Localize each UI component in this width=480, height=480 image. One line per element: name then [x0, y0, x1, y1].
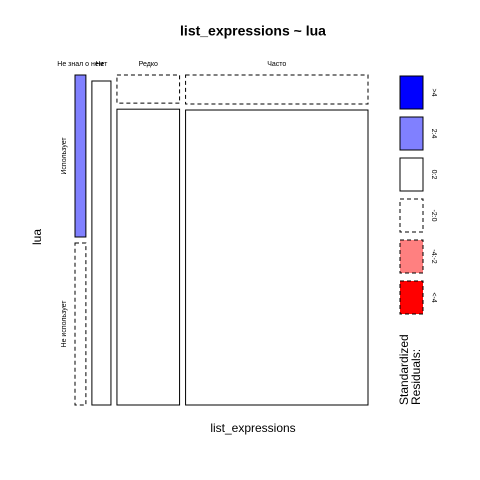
legend-label: 2:4	[430, 129, 437, 139]
mosaic-tile	[185, 109, 369, 406]
row-label: Не использует	[61, 300, 68, 348]
column-label: Часто	[267, 61, 286, 68]
legend-swatch	[399, 75, 424, 110]
legend-label: -4:-2	[430, 249, 437, 264]
legend-swatch	[399, 198, 424, 233]
column-label: Не знал о нем	[57, 61, 103, 68]
chart-title: list_expressions ~ lua	[180, 23, 326, 39]
legend-label: >4	[430, 89, 437, 97]
mosaic-tile	[74, 74, 87, 238]
column-label: Нет	[95, 61, 108, 68]
legend-label: -2:0	[430, 209, 437, 221]
legend-swatch	[399, 239, 424, 274]
mosaic-tile	[116, 74, 181, 104]
mosaic-tile	[74, 242, 87, 406]
legend-swatch	[399, 157, 424, 192]
legend-title: Standardized	[397, 334, 411, 405]
legend-swatch	[399, 116, 424, 151]
legend-label: 0:2	[430, 170, 437, 180]
mosaic-tile	[91, 80, 112, 406]
y-axis-label: lua	[30, 229, 44, 245]
legend-swatch	[399, 280, 424, 315]
x-axis-label: list_expressions	[210, 421, 295, 435]
row-label: Использует	[61, 137, 68, 175]
column-label: Редко	[139, 61, 158, 68]
legend-title: Residuals:	[409, 349, 423, 405]
legend-label: <-4	[430, 292, 437, 302]
mosaic-tile	[185, 74, 369, 105]
mosaic-tile	[116, 108, 181, 406]
